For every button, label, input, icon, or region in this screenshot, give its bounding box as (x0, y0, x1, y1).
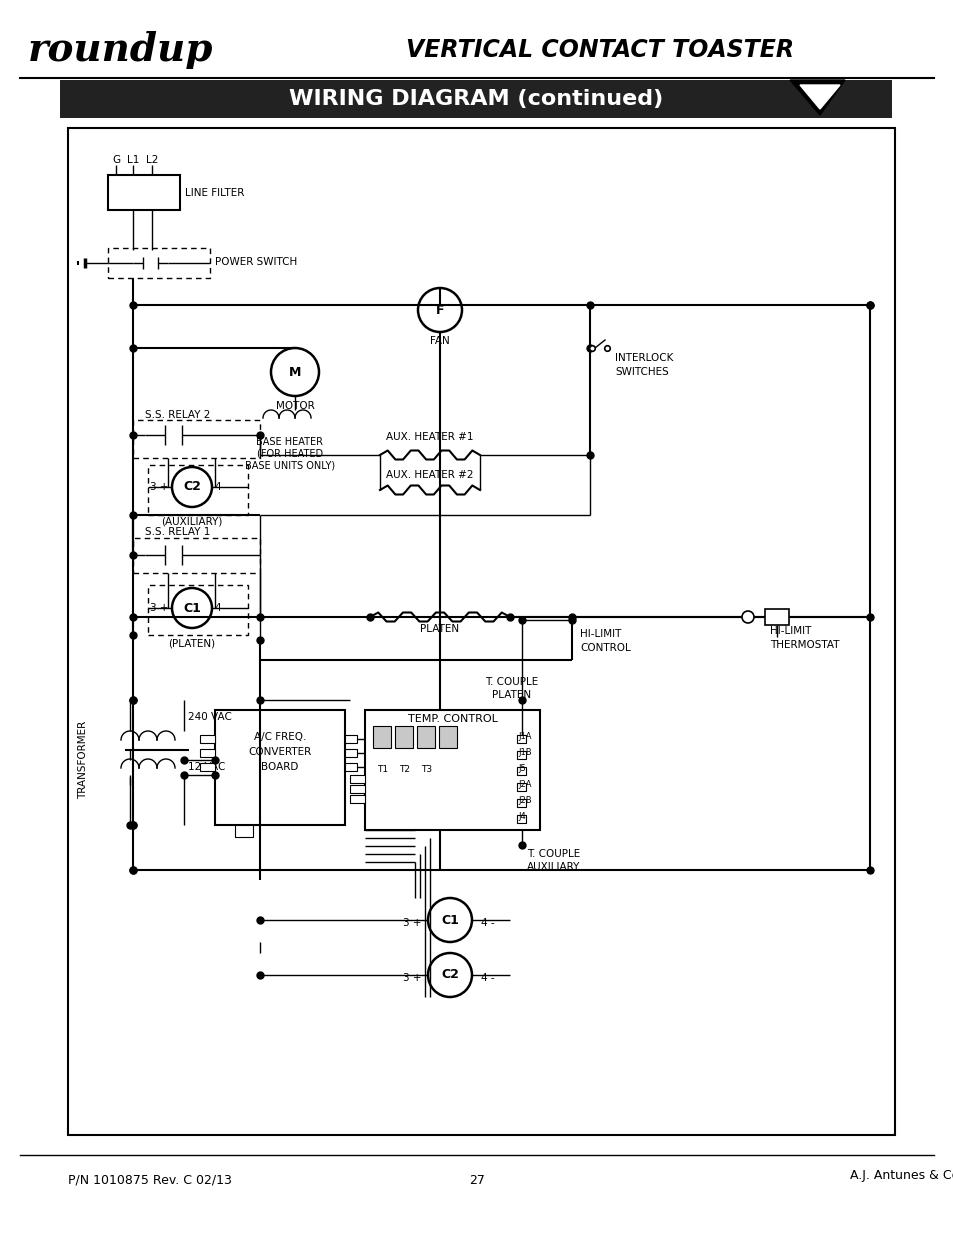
Text: C2: C2 (183, 480, 201, 494)
Text: 3 +: 3 + (402, 918, 421, 927)
Text: C1: C1 (440, 914, 458, 926)
Text: VERTICAL CONTACT TOASTER: VERTICAL CONTACT TOASTER (406, 38, 793, 62)
Text: P/N 1010875 Rev. C 02/13: P/N 1010875 Rev. C 02/13 (68, 1173, 232, 1187)
Text: 3 +: 3 + (402, 973, 421, 983)
Text: 240 VAC: 240 VAC (188, 713, 232, 722)
Text: PLATEN: PLATEN (492, 690, 531, 700)
Bar (350, 785, 365, 793)
Text: S.S. RELAY 2: S.S. RELAY 2 (145, 410, 211, 420)
Bar (108, 248, 210, 278)
Bar (517, 735, 525, 743)
Text: 3 +: 3 + (150, 603, 168, 613)
Text: BASE HEATER: BASE HEATER (256, 437, 323, 447)
Text: (PLATEN): (PLATEN) (169, 638, 215, 648)
Bar (148, 585, 248, 635)
Text: T3: T3 (421, 764, 432, 774)
Bar (764, 609, 788, 625)
Text: SWITCHES: SWITCHES (615, 367, 668, 377)
Text: TRANSFORMER: TRANSFORMER (78, 721, 88, 799)
Text: F: F (436, 304, 444, 316)
Text: T. COUPLE: T. COUPLE (485, 677, 538, 687)
Bar (517, 783, 525, 790)
Bar (68, 128, 894, 1135)
Text: S.S. RELAY 1: S.S. RELAY 1 (145, 527, 211, 537)
Text: HI-LIMIT: HI-LIMIT (769, 626, 810, 636)
Circle shape (741, 611, 753, 622)
Bar (350, 795, 365, 803)
Text: MOTOR: MOTOR (275, 401, 314, 411)
Bar (132, 420, 260, 458)
Bar (517, 799, 525, 806)
Bar (395, 726, 413, 748)
Text: A/C FREQ.: A/C FREQ. (253, 732, 306, 742)
Bar (200, 735, 214, 743)
Text: J5: J5 (517, 764, 525, 773)
Text: T2: T2 (399, 764, 410, 774)
Bar (373, 726, 391, 748)
Text: TEMP. CONTROL: TEMP. CONTROL (407, 714, 497, 724)
Bar (416, 726, 435, 748)
Text: CONTROL: CONTROL (579, 643, 630, 653)
Bar (60, 80, 891, 119)
Text: (AUXILIARY): (AUXILIARY) (161, 516, 222, 526)
Text: THERMOSTAT: THERMOSTAT (769, 640, 839, 650)
Text: AUX. HEATER #2: AUX. HEATER #2 (386, 471, 474, 480)
Bar (517, 815, 525, 823)
Bar (234, 825, 253, 837)
Text: M: M (289, 366, 301, 378)
Text: J2A: J2A (517, 781, 531, 789)
Bar (345, 763, 356, 771)
Text: AUXILIARY: AUXILIARY (526, 862, 579, 872)
Text: BASE UNITS ONLY): BASE UNITS ONLY) (245, 461, 335, 471)
Text: INTERLOCK: INTERLOCK (615, 353, 673, 363)
Bar (350, 776, 365, 783)
Text: J2B: J2B (517, 797, 531, 805)
Text: HI-LIMIT: HI-LIMIT (579, 629, 620, 638)
Text: 4 -: 4 - (215, 603, 229, 613)
Text: 12 VAC: 12 VAC (188, 762, 225, 772)
Text: roundup: roundup (28, 31, 213, 69)
Bar (200, 763, 214, 771)
Bar (132, 538, 260, 573)
Polygon shape (800, 85, 840, 109)
Text: 27: 27 (469, 1173, 484, 1187)
Bar (517, 751, 525, 760)
Bar (148, 466, 248, 515)
Bar (517, 767, 525, 776)
Text: C1: C1 (183, 601, 201, 615)
Bar (365, 710, 539, 830)
Text: G: G (112, 156, 120, 165)
Text: WIRING DIAGRAM (continued): WIRING DIAGRAM (continued) (289, 89, 662, 109)
Text: LINE FILTER: LINE FILTER (185, 188, 244, 198)
Text: T. COUPLE: T. COUPLE (526, 848, 579, 860)
Bar (345, 735, 356, 743)
Text: J1B: J1B (517, 748, 531, 757)
Bar (345, 748, 356, 757)
Bar (200, 748, 214, 757)
Text: 3 +: 3 + (150, 482, 168, 492)
Text: AUX. HEATER #1: AUX. HEATER #1 (386, 432, 474, 442)
Text: POWER SWITCH: POWER SWITCH (214, 257, 297, 267)
Text: 4 -: 4 - (480, 918, 495, 927)
Text: 4 -: 4 - (480, 973, 495, 983)
Text: CONVERTER: CONVERTER (248, 747, 312, 757)
Text: 4 -: 4 - (215, 482, 229, 492)
Text: J1A: J1A (517, 732, 531, 741)
Text: L1: L1 (127, 156, 139, 165)
Text: J4: J4 (517, 811, 525, 821)
Text: T1: T1 (377, 764, 388, 774)
Text: (FOR HEATED: (FOR HEATED (256, 450, 323, 459)
Text: PLATEN: PLATEN (420, 624, 459, 634)
Text: L2: L2 (146, 156, 158, 165)
Text: A.J. Antunes & Co.: A.J. Antunes & Co. (849, 1168, 953, 1182)
Text: C2: C2 (440, 968, 458, 982)
Bar (108, 175, 180, 210)
Text: BOARD: BOARD (261, 762, 298, 772)
Text: FAN: FAN (430, 336, 450, 346)
Polygon shape (789, 80, 844, 115)
Bar (214, 710, 345, 825)
Bar (438, 726, 456, 748)
